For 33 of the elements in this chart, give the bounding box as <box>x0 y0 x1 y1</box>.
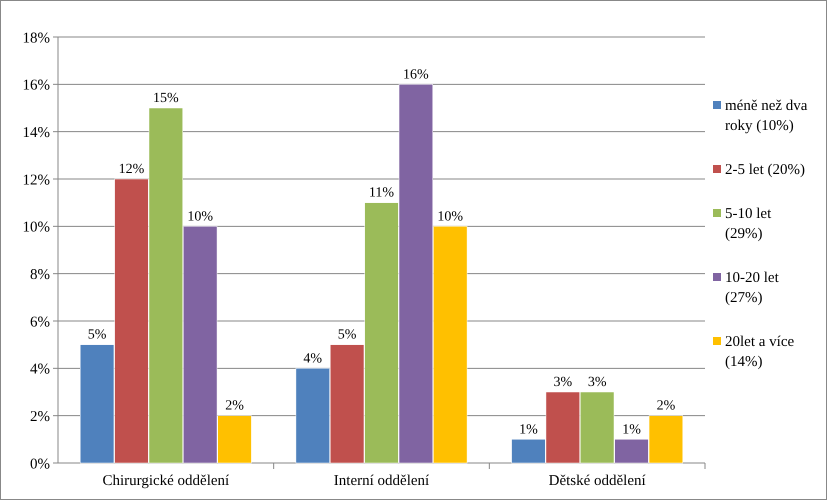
data-label: 1% <box>519 422 538 438</box>
legend-label: 2-5 let (20%) <box>725 162 805 178</box>
data-label: 1% <box>622 422 642 438</box>
x-tick-label: Interní oddělení <box>334 473 430 489</box>
legend-label: 5-10 let (29%) <box>725 206 772 242</box>
data-label: 2% <box>225 398 244 414</box>
data-label: 10% <box>437 209 464 224</box>
data-label: 4% <box>303 351 322 366</box>
data-label: 5% <box>88 328 107 343</box>
y-tick-label: 6% <box>30 314 50 330</box>
data-label: 3% <box>553 375 572 390</box>
legend-label: 10-20 let (27%) <box>725 270 780 306</box>
legend-label: 20let a více (14%) <box>725 334 794 370</box>
x-tick-label: Dětské oddělení <box>548 473 647 489</box>
data-label: 10% <box>187 209 214 224</box>
y-tick-label: 10% <box>22 220 50 236</box>
y-tick-label: 14% <box>22 124 50 141</box>
data-label: 12% <box>118 162 145 177</box>
y-tick-label: 2% <box>30 408 50 425</box>
legend-label: méně než dva roky (10%) <box>725 98 808 134</box>
y-tick-label: 4% <box>30 362 50 378</box>
x-tick-label: Chirurgické oddělení <box>102 473 230 489</box>
y-tick-label: 16% <box>22 78 50 94</box>
y-tick-label: 0% <box>30 456 50 472</box>
data-label: 16% <box>403 67 430 82</box>
data-label: 11% <box>368 186 394 201</box>
data-label: 3% <box>588 375 607 390</box>
y-tick-label: 18% <box>22 30 50 46</box>
y-tick-label: 8% <box>30 266 50 283</box>
data-label: 5% <box>338 328 357 343</box>
data-label: 2% <box>656 398 676 414</box>
data-label: 15% <box>152 91 179 106</box>
y-tick-label: 12% <box>22 172 50 188</box>
